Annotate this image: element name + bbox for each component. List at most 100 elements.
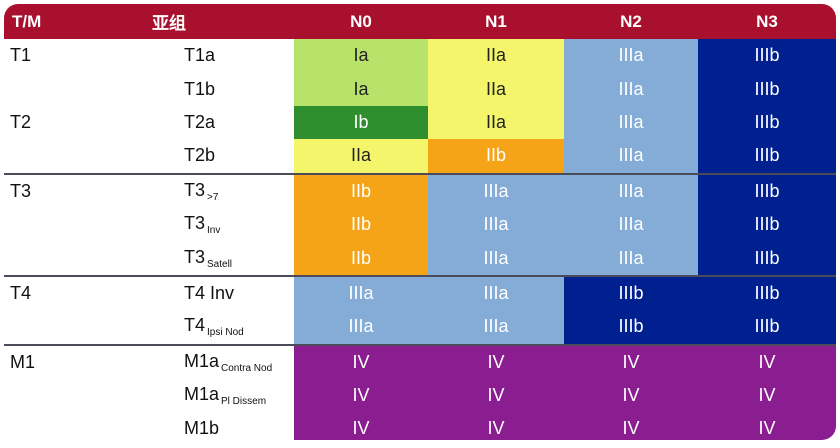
stage-cell-n1: IV xyxy=(428,343,564,379)
table-row: M1 M1a Contra Nod IV IV IV IV xyxy=(4,343,836,379)
stage-cell-n3: IIIb xyxy=(698,310,836,345)
subgroup-label: M1a xyxy=(184,350,220,371)
header-n3: N3 xyxy=(698,4,836,39)
subgroup-cell: T4 Ipsi Nod xyxy=(144,310,294,344)
subgroup-qualifier: Ipsi Nod xyxy=(207,327,244,339)
tm-category-cell: T2 xyxy=(10,111,32,132)
subgroup-cell: T1a xyxy=(144,39,294,72)
tm-category-cell: M1 xyxy=(4,343,144,379)
stage-cell-n0: IV xyxy=(294,412,428,440)
header-subgroup: 亚组 xyxy=(144,4,294,39)
subgroup-label: T1b xyxy=(184,78,216,99)
table-row: T1 T1a Ia IIa IIIa IIIb xyxy=(4,39,836,73)
tm-category-cell xyxy=(4,241,144,275)
stage-cell-n3: IIIb xyxy=(698,39,836,73)
subgroup-label: T2a xyxy=(184,111,216,132)
tm-category-cell: T3 xyxy=(4,172,144,208)
tm-category-cell xyxy=(4,139,144,173)
subgroup-cell: T3 >7 xyxy=(144,172,294,208)
tm-category-cell: T1 xyxy=(10,45,32,66)
stage-cell-n1: IIIa xyxy=(428,207,564,242)
stage-cell-n3: IV xyxy=(698,412,836,440)
subgroup-label: T3 xyxy=(184,179,206,200)
stage-cell-n0: IIIa xyxy=(294,274,428,311)
stage-cell-n0: Ib xyxy=(294,105,428,140)
subgroup-label: M1a xyxy=(184,384,220,405)
stage-cell-n2: IIIa xyxy=(564,207,698,242)
subgroup-label: T3 xyxy=(184,213,206,234)
stage-cell-n1: IIa xyxy=(428,72,564,106)
stage-cell-n2: IV xyxy=(564,343,698,379)
stage-cell-n1: IIIa xyxy=(428,274,564,311)
stage-cell-n0: Ia xyxy=(294,39,428,73)
stage-cell-n1: IV xyxy=(428,412,564,440)
stage-cell-n0: IIb xyxy=(294,172,428,208)
stage-cell-n1: IIa xyxy=(428,39,564,73)
subgroup-label: T1a xyxy=(184,45,216,66)
tnm-staging-table: T/M 亚组 N0 N1 N2 N3 T1 T1a Ia IIa IIIa IIIb T1b… xyxy=(4,4,836,440)
table-row: T3 Satell IIb IIIa IIIa IIIb xyxy=(4,241,836,276)
tm-category-cell xyxy=(4,379,144,412)
table-row: T1b Ia IIa IIIa IIIb xyxy=(4,72,836,106)
subgroup-cell: T1b xyxy=(144,72,294,105)
table-row: T2b IIa IIb IIIa IIIb xyxy=(4,139,836,174)
subgroup-label: T2b xyxy=(184,145,216,166)
header-n2: N2 xyxy=(564,4,698,39)
subgroup-cell: T3 Satell xyxy=(144,241,294,275)
subgroup-qualifier: Pl Dissem xyxy=(221,396,267,408)
subgroup-cell: T2b xyxy=(144,139,294,173)
table-row: M1a Pl Dissem IV IV IV IV xyxy=(4,378,836,413)
stage-cell-n2: IV xyxy=(564,412,698,440)
stage-cell-n2: IV xyxy=(564,378,698,413)
stage-cell-n3: IIIb xyxy=(698,105,836,140)
stage-cell-n0: IV xyxy=(294,343,428,379)
tm-category-cell xyxy=(4,412,144,440)
stage-cell-n2: IIIa xyxy=(564,39,698,73)
subgroup-cell: T2a xyxy=(144,106,294,139)
tm-category-cell: T4 xyxy=(4,274,144,311)
subgroup-qualifier: Contra Nod xyxy=(221,362,273,374)
stage-cell-n3: IIIb xyxy=(698,72,836,106)
stage-cell-n2: IIIa xyxy=(564,241,698,276)
stage-cell-n2: IIIb xyxy=(564,274,698,311)
stage-cell-n1: IV xyxy=(428,378,564,413)
table-body: T1 T1a Ia IIa IIIa IIIb T1b Ia IIa IIIa IIIb T2 T2a I… xyxy=(4,39,836,440)
stage-cell-n1: IIIa xyxy=(428,241,564,276)
tm-category-cell xyxy=(4,72,144,105)
subgroup-qualifier: Satell xyxy=(207,258,233,270)
table-row: T4 Ipsi Nod IIIa IIIa IIIb IIIb xyxy=(4,310,836,345)
tm-category-cell xyxy=(4,310,144,344)
stage-cell-n0: IIb xyxy=(294,207,428,242)
subgroup-label: T3 xyxy=(184,246,206,267)
header-row: T/M 亚组 N0 N1 N2 N3 xyxy=(4,4,836,39)
stage-cell-n1: IIIa xyxy=(428,310,564,345)
stage-cell-n1: IIa xyxy=(428,105,564,140)
stage-cell-n2: IIIa xyxy=(564,72,698,106)
table-row: T3 T3 >7 IIb IIIa IIIa IIIb xyxy=(4,172,836,208)
table-row: T4 T4 Inv IIIa IIIa IIIb IIIb xyxy=(4,274,836,311)
subgroup-cell: M1a Pl Dissem xyxy=(144,379,294,412)
subgroup-qualifier: >7 xyxy=(207,191,219,203)
table-row: M1b IV IV IV IV xyxy=(4,412,836,440)
header-tm: T/M xyxy=(4,4,144,39)
stage-cell-n1: IIb xyxy=(428,139,564,174)
subgroup-label: T4 Inv xyxy=(184,282,235,303)
stage-cell-n3: IIIb xyxy=(698,241,836,276)
staging-table-container: T/M 亚组 N0 N1 N2 N3 T1 T1a Ia IIa IIIa IIIb T1b… xyxy=(4,4,836,440)
stage-cell-n0: IIIa xyxy=(294,310,428,345)
stage-cell-n3: IV xyxy=(698,378,836,413)
subgroup-qualifier: Inv xyxy=(207,225,221,237)
stage-cell-n3: IV xyxy=(698,343,836,379)
subgroup-cell: T3 Inv xyxy=(144,208,294,241)
header-n0: N0 xyxy=(294,4,428,39)
subgroup-cell: T4 Inv xyxy=(144,274,294,311)
stage-cell-n2: IIIa xyxy=(564,172,698,208)
stage-cell-n3: IIIb xyxy=(698,207,836,242)
stage-cell-n2: IIIa xyxy=(564,139,698,174)
stage-cell-n3: IIIb xyxy=(698,274,836,311)
stage-cell-n2: IIIa xyxy=(564,105,698,140)
stage-cell-n1: IIIa xyxy=(428,172,564,208)
stage-cell-n3: IIIb xyxy=(698,139,836,174)
header-n1: N1 xyxy=(428,4,564,39)
subgroup-label: T4 xyxy=(184,315,206,336)
